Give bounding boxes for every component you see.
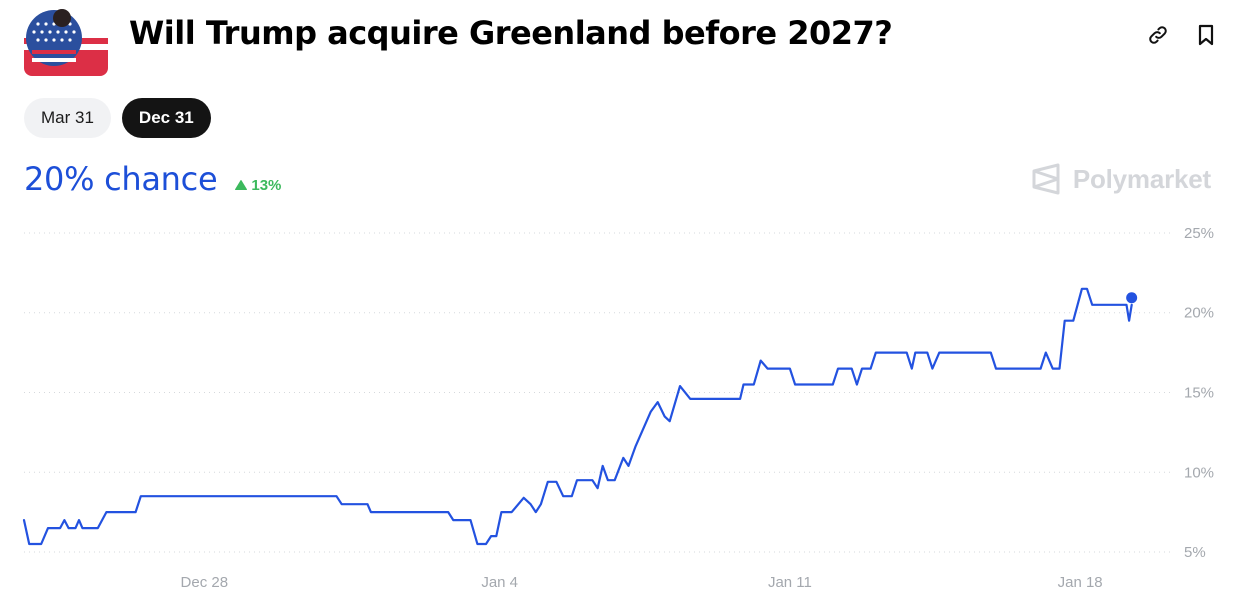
chart-x-axis: Dec 28 Jan 4 Jan 11 Jan 18 (181, 574, 1103, 591)
triangle-up-icon (235, 180, 248, 190)
link-icon (1149, 26, 1167, 44)
us-flag-icon (24, 8, 108, 76)
market-icon (24, 8, 108, 76)
brand-name: Polymarket (1072, 163, 1211, 194)
y-tick-label: 5% (1184, 544, 1206, 561)
market-title: Will Trump acquire Greenland before 2027… (129, 14, 893, 52)
bookmark-button[interactable] (1193, 22, 1219, 48)
polymarket-brand: Polymarket (1031, 163, 1211, 195)
current-point-marker[interactable] (1126, 292, 1138, 304)
polymarket-logo-icon (1032, 163, 1060, 195)
chart-gridlines (24, 232, 1170, 553)
date-tab-mar-31[interactable]: Mar 31 (24, 98, 111, 138)
date-tabs: Mar 31 Dec 31 (24, 98, 211, 138)
date-tab-dec-31[interactable]: Dec 31 (121, 98, 211, 138)
y-tick-label: 20% (1184, 305, 1214, 322)
price-chart: 25% 20% 15% 10% 5% Dec 28 Jan 4 Jan 11 Jan 18 (22, 225, 1214, 591)
y-tick-label: 15% (1184, 385, 1214, 402)
chance-summary: 20% chance 13% (24, 160, 281, 198)
chance-value: 20% chance (24, 160, 218, 198)
x-tick-label: Dec 28 (181, 574, 229, 591)
chart-series (22, 287, 1138, 546)
chance-change-value: 13% (251, 176, 282, 194)
series-line-0 (22, 287, 1133, 546)
x-tick-label: Jan 11 (768, 574, 812, 591)
bookmark-icon (1198, 24, 1214, 46)
chart-y-axis: 25% 20% 15% 10% 5% (1184, 225, 1214, 561)
y-tick-label: 25% (1184, 225, 1214, 242)
market-actions (1145, 22, 1219, 48)
copy-link-button[interactable] (1145, 22, 1171, 48)
y-tick-label: 10% (1184, 464, 1214, 481)
chance-change: 13% (235, 177, 281, 194)
x-tick-label: Jan 18 (1058, 574, 1103, 591)
x-tick-label: Jan 4 (481, 574, 518, 591)
